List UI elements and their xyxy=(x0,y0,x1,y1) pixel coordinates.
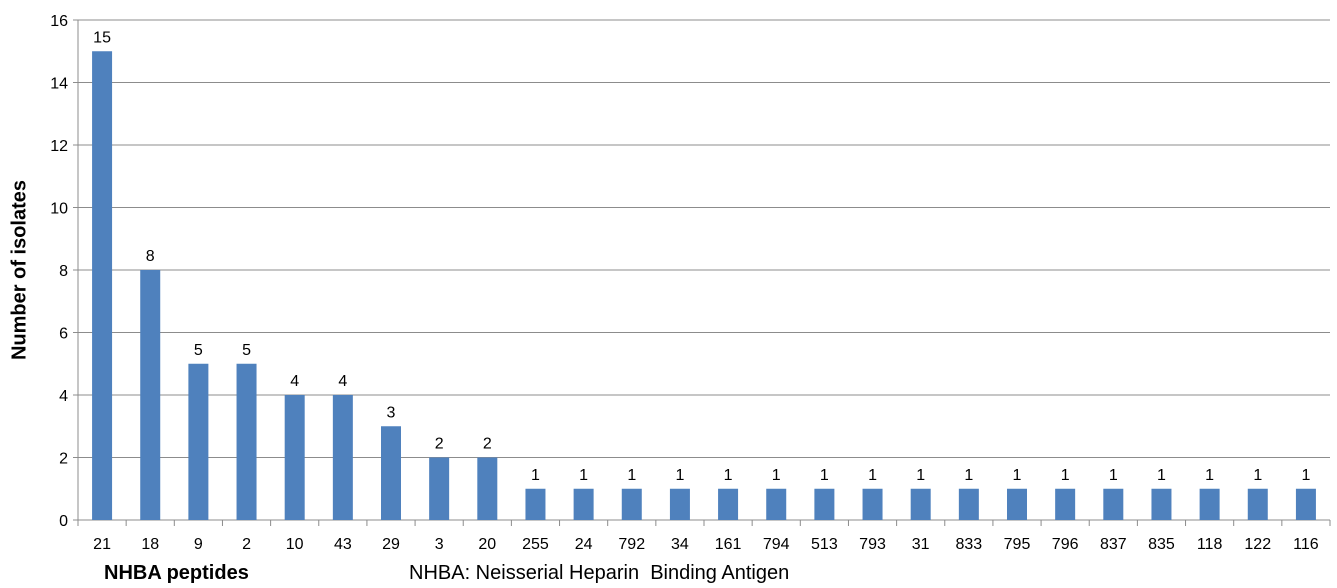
data-label: 2 xyxy=(483,436,492,453)
x-tick-label: 20 xyxy=(478,536,496,553)
data-label: 8 xyxy=(146,248,155,265)
data-label: 1 xyxy=(627,467,636,484)
x-tick-label: 24 xyxy=(575,536,593,553)
x-tick-label: 796 xyxy=(1052,536,1079,553)
x-tick-label: 792 xyxy=(618,536,645,553)
x-tick-label: 18 xyxy=(141,536,159,553)
y-axis-label: Number of isolates xyxy=(0,0,40,520)
x-tick-label: 795 xyxy=(1004,536,1031,553)
bar xyxy=(766,488,787,520)
x-tick-label: 9 xyxy=(194,536,203,553)
bar xyxy=(525,488,546,520)
x-tick-label: 3 xyxy=(435,536,444,553)
x-tick-label: 118 xyxy=(1197,536,1223,553)
bar xyxy=(621,488,642,520)
data-label: 1 xyxy=(1013,467,1022,484)
y-tick-label: 2 xyxy=(59,451,68,468)
bar xyxy=(332,395,353,520)
bar xyxy=(1103,488,1124,520)
bar xyxy=(1199,488,1220,520)
data-label: 4 xyxy=(290,373,299,390)
x-tick-label: 161 xyxy=(715,536,742,553)
abbreviation-note: NHBA: Neisserial Heparin Binding Antigen xyxy=(409,562,790,584)
bar xyxy=(1055,488,1076,520)
bar xyxy=(188,363,209,520)
bar xyxy=(1247,488,1268,520)
data-label: 1 xyxy=(1301,467,1310,484)
data-label: 1 xyxy=(868,467,877,484)
x-tick-label: 31 xyxy=(912,536,930,553)
y-tick-label: 14 xyxy=(50,76,68,93)
y-tick-label: 4 xyxy=(59,388,68,405)
data-label: 1 xyxy=(1109,467,1118,484)
bar xyxy=(381,426,401,520)
data-label: 1 xyxy=(820,467,829,484)
bar xyxy=(429,457,450,520)
bar xyxy=(718,488,739,520)
x-tick-label: 21 xyxy=(93,536,111,553)
bar xyxy=(862,488,883,520)
bar xyxy=(92,51,113,520)
data-label: 1 xyxy=(724,467,733,484)
data-label: 1 xyxy=(1205,467,1214,484)
data-label: 1 xyxy=(1253,467,1262,484)
bar xyxy=(814,488,835,520)
data-label: 4 xyxy=(338,373,347,390)
bar xyxy=(573,488,594,520)
data-label: 1 xyxy=(675,467,684,484)
x-tick-label: 833 xyxy=(955,536,982,553)
x-tick-label: 34 xyxy=(671,536,689,553)
bar xyxy=(958,488,979,520)
data-label: 1 xyxy=(531,467,540,484)
x-tick-label: 793 xyxy=(859,536,886,553)
data-label: 1 xyxy=(1157,467,1166,484)
bar xyxy=(910,488,931,520)
data-label: 1 xyxy=(916,467,925,484)
bar xyxy=(1007,488,1027,520)
data-label: 15 xyxy=(93,29,111,46)
x-tick-label: 122 xyxy=(1244,536,1271,553)
y-tick-label: 8 xyxy=(59,263,68,280)
x-tick-label: 2 xyxy=(242,536,251,553)
bar xyxy=(1151,488,1172,520)
x-tick-label: 10 xyxy=(286,536,304,553)
y-tick-label: 10 xyxy=(50,201,68,218)
x-axis-label: NHBA peptides xyxy=(104,562,249,584)
y-tick-label: 6 xyxy=(59,326,68,343)
x-tick-label: 837 xyxy=(1100,536,1127,553)
y-tick-label: 0 xyxy=(59,513,68,530)
x-tick-label: 794 xyxy=(763,536,790,553)
bar xyxy=(284,395,305,520)
y-tick-label: 16 xyxy=(50,13,68,30)
data-label: 5 xyxy=(194,342,203,359)
bar xyxy=(140,270,161,520)
data-label: 5 xyxy=(242,342,251,359)
x-tick-label: 43 xyxy=(334,536,352,553)
x-tick-label: 513 xyxy=(811,536,838,553)
x-tick-label: 255 xyxy=(522,536,549,553)
data-label: 1 xyxy=(772,467,781,484)
data-label: 1 xyxy=(579,467,588,484)
bar xyxy=(236,363,257,520)
x-tick-label: 116 xyxy=(1293,536,1319,553)
y-tick-label: 12 xyxy=(50,138,68,155)
bar xyxy=(477,457,498,520)
data-label: 1 xyxy=(1061,467,1070,484)
bar xyxy=(1295,488,1316,520)
data-label: 3 xyxy=(387,404,396,421)
x-tick-label: 835 xyxy=(1148,536,1175,553)
data-label: 1 xyxy=(964,467,973,484)
bar xyxy=(669,488,690,520)
x-tick-label: 29 xyxy=(382,536,400,553)
y-axis-label-text: Number of isolates xyxy=(8,179,31,361)
data-label: 2 xyxy=(435,436,444,453)
